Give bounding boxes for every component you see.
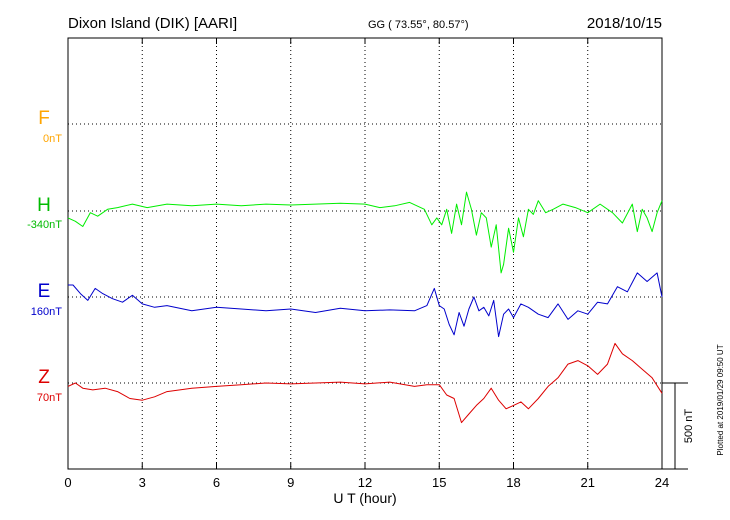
date-label: 2018/10/15 xyxy=(587,15,662,32)
channel-offset-h: -340nT xyxy=(27,219,62,231)
x-tick-label: 21 xyxy=(581,475,595,490)
channel-label-z: Z xyxy=(38,367,50,388)
channel-label-h: H xyxy=(37,195,51,216)
series-group xyxy=(67,191,663,424)
x-tick-label: 24 xyxy=(655,475,669,490)
station-title: Dixon Island (DIK) [AARI] xyxy=(68,15,237,32)
x-tick-label: 15 xyxy=(432,475,446,490)
x-axis: 0 3 6 9 12 15 18 21 24 xyxy=(64,38,669,490)
channel-label-f: F xyxy=(38,108,50,129)
grid xyxy=(68,38,662,469)
x-tick-label: 9 xyxy=(287,475,294,490)
x-tick-label: 3 xyxy=(139,475,146,490)
series-line-e xyxy=(68,272,663,338)
coordinates: GG ( 73.55°, 80.57°) xyxy=(368,19,469,31)
channel-offset-e: 160nT xyxy=(31,306,62,318)
series-line-h xyxy=(67,191,663,274)
scale-bar xyxy=(662,382,688,470)
x-tick-label: 12 xyxy=(358,475,372,490)
channel-offset-z: 70nT xyxy=(37,392,62,404)
plotted-note: Plotted at 2019/01/29 09:50 UT xyxy=(716,344,725,455)
channel-offset-f: 0nT xyxy=(43,133,62,145)
x-tick-label: 18 xyxy=(506,475,520,490)
x-tick-label: 6 xyxy=(213,475,220,490)
x-tick-label: 0 xyxy=(64,475,71,490)
channel-label-e: E xyxy=(38,281,51,302)
series-line-z xyxy=(67,342,663,424)
x-axis-label: U T (hour) xyxy=(333,490,396,506)
scale-bar-label: 500 nT xyxy=(683,409,695,444)
